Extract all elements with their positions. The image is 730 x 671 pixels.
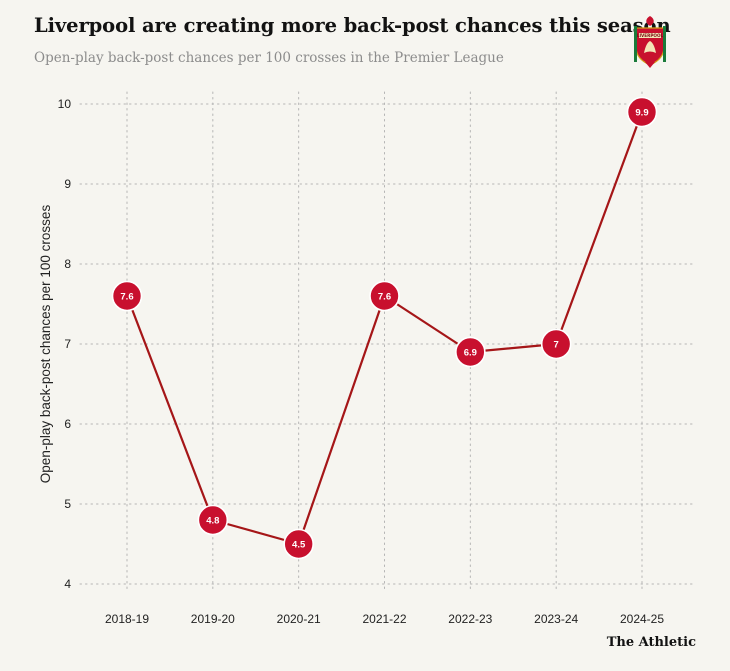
- data-point-label: 9.9: [635, 107, 648, 118]
- data-point-marker: [283, 528, 314, 560]
- data-point-marker: [455, 336, 486, 368]
- y-tick-label-5: 5: [64, 497, 71, 511]
- data-point-label: 7.6: [120, 291, 133, 302]
- liverpool-crest-icon: LIVERPOOL: [634, 16, 666, 68]
- data-point-label: 7.6: [378, 291, 391, 302]
- data-point-2024-25: 9.9: [626, 96, 658, 128]
- x-tick-label-2022-23: 2022-23: [448, 612, 492, 626]
- data-point-marker: [197, 504, 229, 536]
- data-point-label: 4.8: [206, 515, 219, 526]
- x-tick-label-2018-19: 2018-19: [105, 612, 149, 626]
- x-tick-label-2023-24: 2023-24: [534, 612, 578, 626]
- data-point-2023-24: 7: [540, 328, 572, 360]
- data-point-label: 6.9: [464, 347, 477, 358]
- source-credit: The Athletic: [606, 635, 696, 650]
- y-tick-label-10: 10: [58, 97, 72, 111]
- y-tick-label-8: 8: [64, 257, 71, 271]
- x-tick-label-2020-21: 2020-21: [277, 612, 321, 626]
- y-tick-label-7: 7: [64, 337, 71, 351]
- y-tick-label-6: 6: [64, 417, 71, 431]
- y-axis-label: Open-play back-post chances per 100 cros…: [38, 205, 53, 484]
- data-point-2022-23: 6.9: [455, 336, 486, 368]
- data-point-marker: [369, 280, 400, 312]
- chart-title: Liverpool are creating more back-post ch…: [34, 14, 671, 37]
- data-point-2021-22: 7.6: [369, 280, 400, 312]
- data-point-2020-21: 4.5: [283, 528, 314, 560]
- y-tick-label-9: 9: [64, 177, 71, 191]
- data-point-2018-19: 7.6: [111, 280, 143, 312]
- crest-text: LIVERPOOL: [637, 33, 664, 38]
- data-point-label: 7: [554, 339, 559, 350]
- x-tick-label-2021-22: 2021-22: [362, 612, 406, 626]
- data-point-label: 4.5: [292, 539, 306, 550]
- chart-subtitle: Open-play back-post chances per 100 cros…: [34, 50, 504, 66]
- data-point-2019-20: 4.8: [197, 504, 229, 536]
- data-point-marker: [626, 96, 658, 128]
- x-tick-label-2024-25: 2024-25: [620, 612, 664, 626]
- data-point-marker: [540, 328, 572, 360]
- y-tick-label-4: 4: [64, 577, 71, 591]
- x-tick-label-2019-20: 2019-20: [191, 612, 235, 626]
- data-point-marker: [111, 280, 143, 312]
